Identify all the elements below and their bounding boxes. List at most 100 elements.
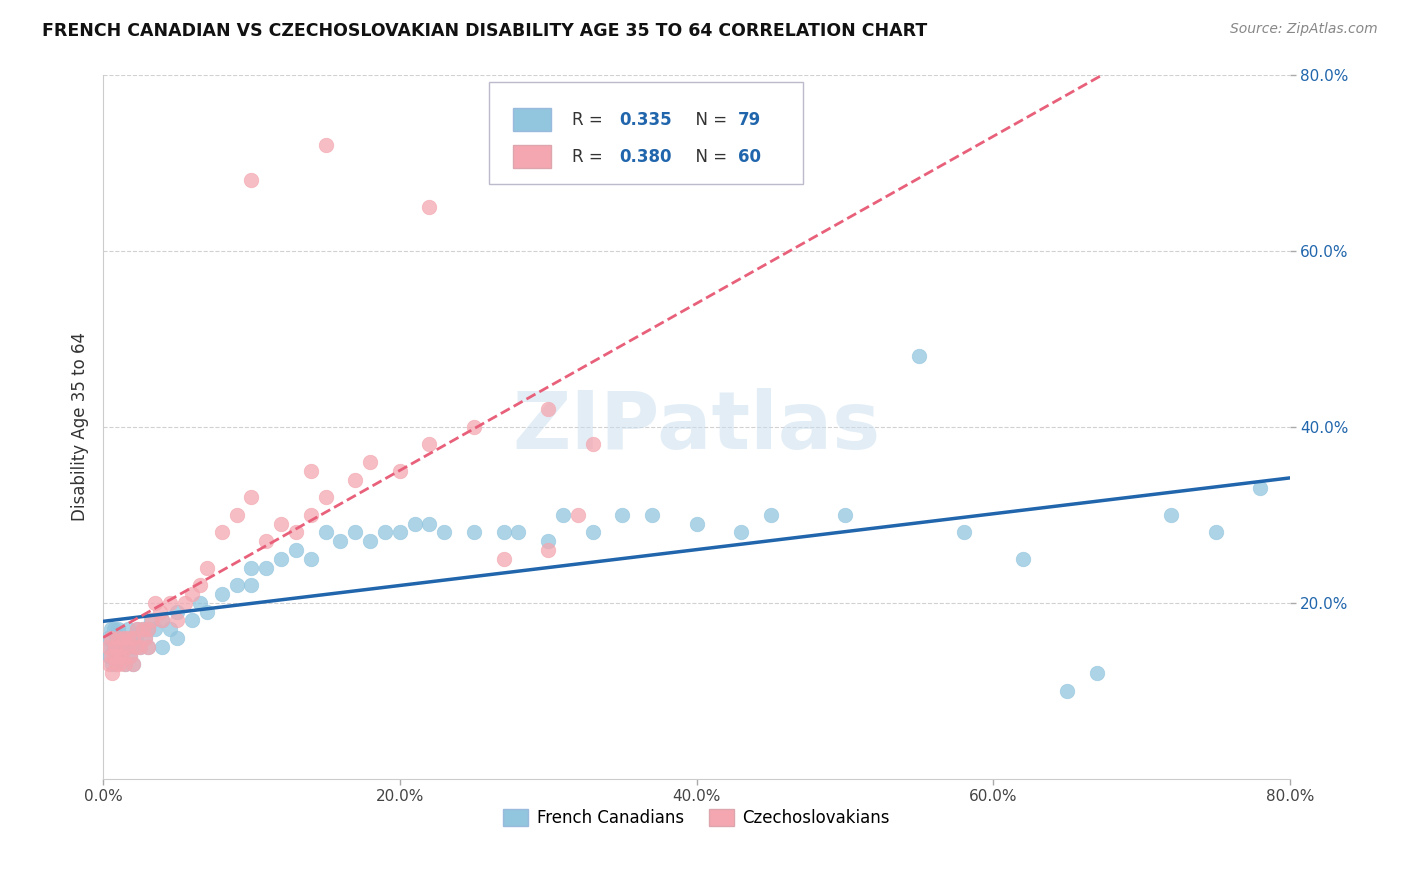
- Point: [114, 657, 136, 672]
- Point: [103, 640, 125, 654]
- Point: [110, 648, 132, 663]
- Point: [98, 657, 121, 672]
- Point: [551, 508, 574, 522]
- Text: 60: 60: [738, 148, 761, 166]
- Point: [418, 437, 440, 451]
- Text: R =: R =: [572, 112, 607, 129]
- Point: [100, 640, 122, 654]
- Y-axis label: Disability Age 35 to 64: Disability Age 35 to 64: [72, 332, 89, 521]
- Point: [143, 596, 166, 610]
- Text: Source: ZipAtlas.com: Source: ZipAtlas.com: [1230, 22, 1378, 37]
- Point: [1056, 684, 1078, 698]
- Text: 79: 79: [738, 112, 761, 129]
- Point: [166, 614, 188, 628]
- Point: [117, 622, 139, 636]
- Point: [159, 596, 181, 610]
- Point: [181, 614, 204, 628]
- Point: [127, 622, 149, 636]
- Point: [132, 622, 155, 636]
- Point: [582, 525, 605, 540]
- Point: [120, 631, 142, 645]
- Text: FRENCH CANADIAN VS CZECHOSLOVAKIAN DISABILITY AGE 35 TO 64 CORRELATION CHART: FRENCH CANADIAN VS CZECHOSLOVAKIAN DISAB…: [42, 22, 928, 40]
- Point: [730, 525, 752, 540]
- Point: [344, 473, 367, 487]
- Point: [374, 525, 396, 540]
- Point: [125, 640, 148, 654]
- Point: [129, 640, 152, 654]
- Point: [388, 525, 411, 540]
- Text: ZIPatlas: ZIPatlas: [512, 388, 880, 466]
- Point: [254, 560, 277, 574]
- Point: [136, 640, 159, 654]
- Point: [136, 622, 159, 636]
- Point: [537, 543, 560, 558]
- Point: [537, 534, 560, 549]
- Point: [121, 640, 143, 654]
- Point: [492, 525, 515, 540]
- Point: [104, 640, 127, 654]
- Point: [129, 640, 152, 654]
- Point: [225, 508, 247, 522]
- Point: [115, 640, 138, 654]
- Point: [567, 508, 589, 522]
- Point: [1249, 481, 1271, 495]
- Point: [285, 525, 308, 540]
- Point: [582, 437, 605, 451]
- Point: [359, 455, 381, 469]
- Text: N =: N =: [685, 148, 733, 166]
- Point: [97, 631, 120, 645]
- Point: [329, 534, 352, 549]
- Point: [101, 657, 124, 672]
- Point: [136, 640, 159, 654]
- Point: [315, 138, 337, 153]
- Text: R =: R =: [572, 148, 607, 166]
- Point: [188, 596, 211, 610]
- Point: [141, 614, 163, 628]
- Text: N =: N =: [685, 112, 733, 129]
- Point: [492, 551, 515, 566]
- Point: [152, 614, 174, 628]
- Point: [388, 464, 411, 478]
- Point: [148, 605, 170, 619]
- Point: [1160, 508, 1182, 522]
- Point: [344, 525, 367, 540]
- Point: [181, 587, 204, 601]
- Point: [173, 596, 195, 610]
- Point: [195, 560, 218, 574]
- Point: [107, 622, 129, 636]
- Legend: French Canadians, Czechoslovakians: French Canadians, Czechoslovakians: [496, 803, 897, 834]
- Point: [952, 525, 974, 540]
- Point: [1012, 551, 1035, 566]
- Point: [97, 640, 120, 654]
- Point: [433, 525, 456, 540]
- Point: [166, 631, 188, 645]
- FancyBboxPatch shape: [489, 81, 803, 184]
- Point: [115, 640, 138, 654]
- FancyBboxPatch shape: [513, 145, 551, 168]
- Point: [104, 648, 127, 663]
- Point: [418, 516, 440, 531]
- Point: [112, 640, 135, 654]
- Point: [834, 508, 856, 522]
- Point: [103, 622, 125, 636]
- Point: [463, 525, 485, 540]
- Point: [240, 578, 263, 592]
- Point: [166, 605, 188, 619]
- Point: [121, 657, 143, 672]
- Point: [463, 419, 485, 434]
- Point: [159, 622, 181, 636]
- Point: [125, 631, 148, 645]
- Point: [107, 640, 129, 654]
- Point: [641, 508, 664, 522]
- Point: [759, 508, 782, 522]
- Point: [240, 173, 263, 187]
- Point: [299, 464, 322, 478]
- Point: [285, 543, 308, 558]
- Point: [108, 657, 131, 672]
- Point: [240, 490, 263, 504]
- Point: [1205, 525, 1227, 540]
- Point: [211, 525, 233, 540]
- Point: [107, 648, 129, 663]
- Point: [143, 622, 166, 636]
- Point: [270, 516, 292, 531]
